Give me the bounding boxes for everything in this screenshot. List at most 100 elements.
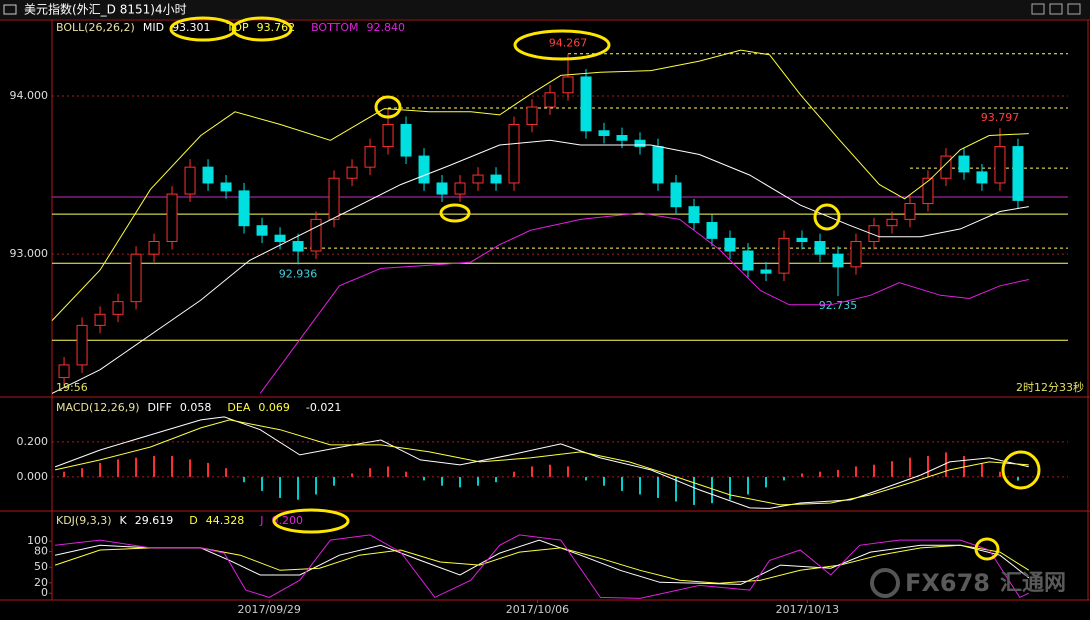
legend-value: 0.069 bbox=[258, 401, 290, 414]
price-annotation: 92.936 bbox=[279, 267, 318, 280]
legend-value: 44.328 bbox=[206, 514, 245, 527]
candle-body bbox=[382, 123, 394, 148]
candle-body bbox=[742, 250, 754, 271]
x-tick-label: 2017/10/06 bbox=[506, 603, 569, 616]
candle-body bbox=[310, 218, 322, 252]
legend-name: D bbox=[189, 514, 197, 527]
indicator-line bbox=[54, 539, 1030, 585]
candle-body bbox=[76, 324, 88, 366]
title-bar bbox=[0, 0, 1090, 19]
candle-body bbox=[58, 364, 70, 379]
indicator-line bbox=[55, 534, 1030, 599]
candle-body bbox=[508, 123, 520, 184]
candle-body bbox=[112, 301, 124, 315]
candle-body bbox=[778, 237, 790, 274]
plot: 94.000 93.000 92.936 94.267 92.735 93.797 BOLL… bbox=[10, 21, 1068, 616]
candle-body bbox=[904, 203, 916, 220]
candle-body bbox=[364, 146, 376, 168]
x-tick-label: 2017/09/29 bbox=[238, 603, 301, 616]
legend-value: 93.301 bbox=[172, 21, 211, 34]
highlight bbox=[169, 16, 237, 42]
candle-body bbox=[814, 241, 826, 255]
candle-body bbox=[562, 76, 574, 94]
candle-body bbox=[868, 225, 880, 243]
candle-body bbox=[598, 130, 610, 137]
legend-value: 0.200 bbox=[271, 514, 303, 527]
price-annotation: 92.735 bbox=[819, 299, 858, 312]
time-right: 2时12分33秒 bbox=[1016, 380, 1084, 394]
y-tick-label: 0 bbox=[41, 586, 48, 599]
candle-body bbox=[958, 155, 970, 173]
indicator-line bbox=[54, 419, 1029, 506]
close-button[interactable] bbox=[1067, 3, 1081, 15]
watermark-name: 汇通网 bbox=[1000, 571, 1066, 596]
candle-body bbox=[580, 76, 592, 132]
y-tick-label: 0.000 bbox=[17, 470, 49, 483]
candle-body bbox=[436, 182, 448, 195]
highlight bbox=[439, 203, 471, 223]
time-left: 19:56 bbox=[56, 381, 88, 394]
y-tick-label: 0.200 bbox=[17, 435, 49, 448]
app-icon bbox=[3, 4, 17, 15]
candle-body bbox=[202, 166, 214, 184]
legend-value: 0.058 bbox=[180, 401, 212, 414]
candle-body bbox=[994, 146, 1006, 184]
candle-body bbox=[850, 241, 862, 268]
candle-body bbox=[940, 155, 952, 179]
candle-body bbox=[490, 174, 502, 184]
candle-body bbox=[94, 313, 106, 326]
indicator-label: MACD(12,26,9) bbox=[56, 401, 140, 414]
indicator-line bbox=[259, 212, 1029, 394]
candle-body bbox=[760, 269, 772, 274]
candle-body bbox=[706, 222, 718, 239]
candle-body bbox=[634, 139, 646, 148]
candle-body bbox=[130, 253, 142, 303]
highlight bbox=[374, 95, 402, 119]
candle-body bbox=[166, 193, 178, 243]
legend-name: J bbox=[259, 514, 263, 527]
indicator-label: BOLL(26,26,2) bbox=[56, 21, 135, 34]
y-tick-label: 93.000 bbox=[10, 247, 49, 260]
indicator-line bbox=[54, 544, 1030, 584]
candle-body bbox=[526, 106, 538, 125]
watermark-logo bbox=[870, 568, 900, 598]
y-tick-label: 94.000 bbox=[10, 89, 49, 102]
highlight bbox=[974, 537, 1000, 561]
highlight bbox=[813, 203, 841, 231]
candle-body bbox=[220, 182, 232, 192]
candle-body bbox=[652, 146, 664, 184]
candle-body bbox=[184, 166, 196, 195]
candle-body bbox=[922, 177, 934, 205]
candle-body bbox=[670, 182, 682, 208]
legend-value: 92.840 bbox=[366, 21, 405, 34]
legend-value: 93.762 bbox=[257, 21, 296, 34]
candle-body bbox=[796, 237, 808, 243]
candle-body bbox=[256, 225, 268, 236]
y-tick-label: 100 bbox=[27, 534, 48, 547]
y-tick-label: 20 bbox=[34, 576, 48, 589]
candle-body bbox=[724, 237, 736, 252]
candle-body bbox=[616, 135, 628, 141]
maximize-button[interactable] bbox=[1049, 3, 1063, 15]
indicator-line bbox=[51, 139, 1029, 394]
candle-body bbox=[418, 155, 430, 184]
legend-name: MID bbox=[143, 21, 164, 34]
highlight bbox=[513, 29, 611, 61]
minimize-button[interactable] bbox=[1031, 3, 1045, 15]
candle-body bbox=[454, 182, 466, 195]
indicator-label: KDJ(9,3,3) bbox=[56, 514, 112, 527]
candle-body bbox=[400, 123, 412, 157]
candle-body bbox=[832, 253, 844, 268]
window-title: 美元指数(外汇_D 8151)4小时 bbox=[24, 2, 187, 17]
legend-name: DIFF bbox=[148, 401, 172, 414]
legend-name: K bbox=[120, 514, 128, 527]
candle-body bbox=[148, 241, 160, 255]
candle-body bbox=[976, 171, 988, 184]
price-annotation: 94.267 bbox=[549, 37, 588, 50]
candle-body bbox=[238, 190, 250, 227]
legend-name: DEA bbox=[227, 401, 250, 414]
indicator-line bbox=[54, 416, 1029, 509]
candle-body bbox=[274, 234, 286, 243]
highlight bbox=[272, 508, 350, 534]
